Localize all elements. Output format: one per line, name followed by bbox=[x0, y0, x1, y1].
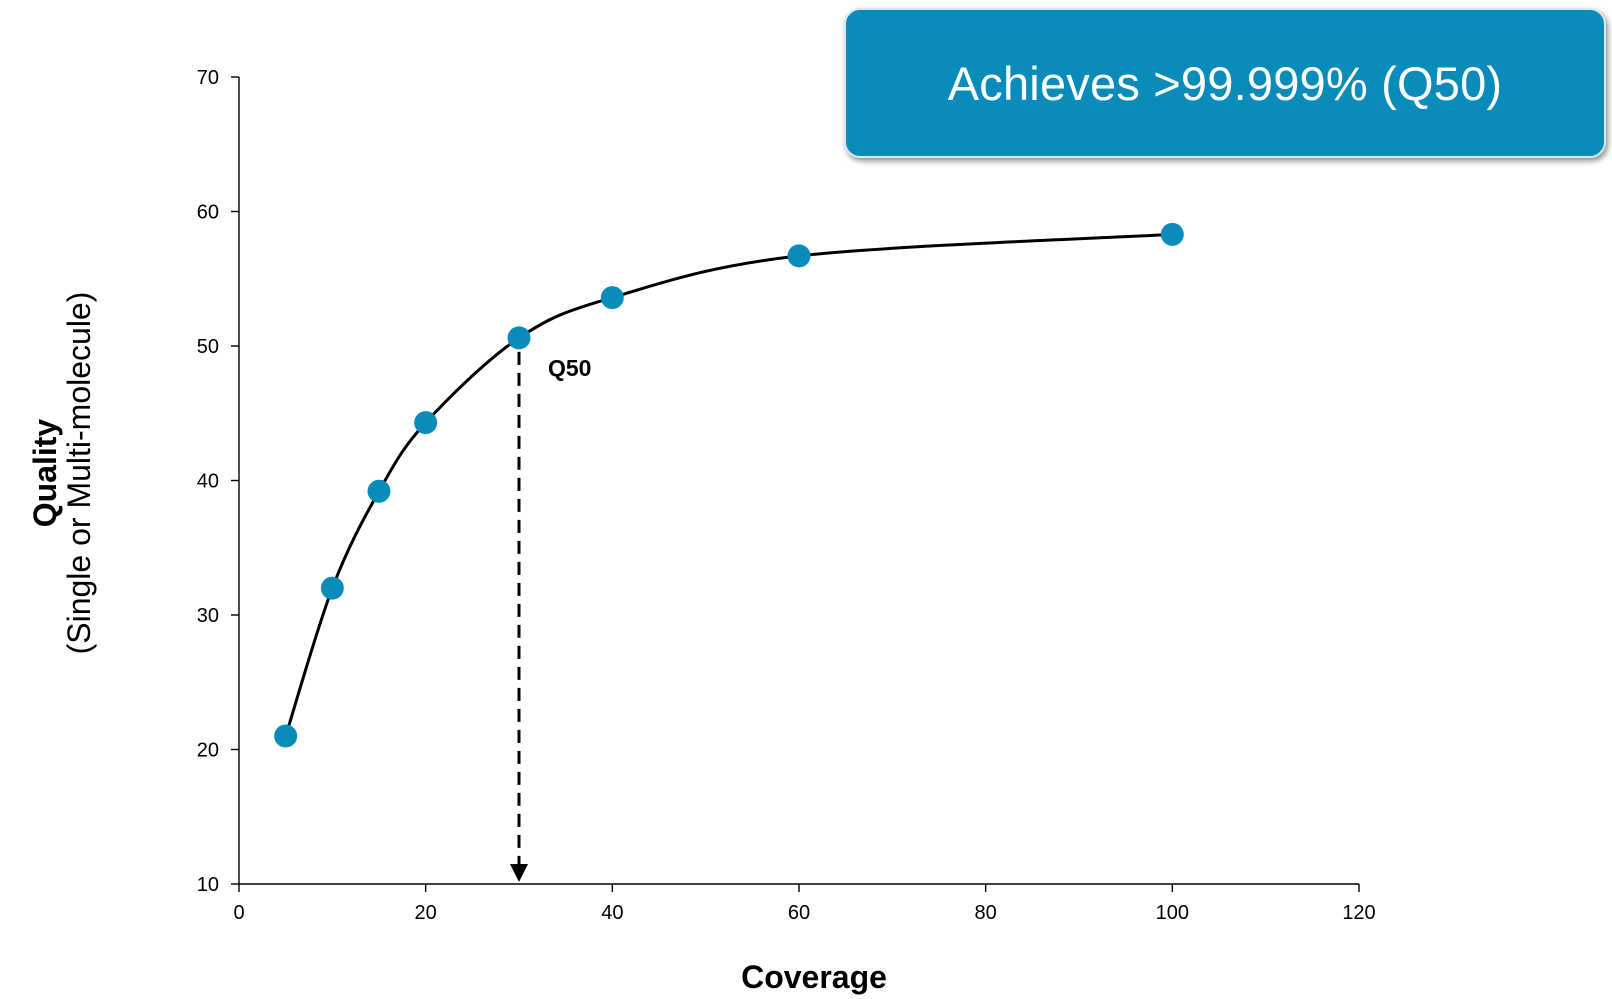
y-axis-title-group: Quality (Single or Multi-molecule) bbox=[27, 292, 97, 655]
x-tick-label: 60 bbox=[788, 902, 810, 924]
data-point bbox=[600, 286, 624, 310]
y-axis-title: Quality bbox=[27, 419, 63, 528]
x-tick-label: 100 bbox=[1156, 902, 1189, 924]
x-tick-label: 40 bbox=[601, 902, 623, 924]
data-point bbox=[367, 479, 391, 503]
y-tick-label: 10 bbox=[197, 874, 219, 896]
data-point bbox=[414, 411, 438, 435]
data-point bbox=[1160, 222, 1184, 246]
y-tick-label: 20 bbox=[197, 740, 219, 762]
x-tick-label: 120 bbox=[1342, 902, 1375, 924]
y-tick-label: 40 bbox=[197, 471, 219, 493]
y-tick-label: 50 bbox=[197, 336, 219, 358]
axes bbox=[238, 77, 1359, 885]
q50-label: Q50 bbox=[548, 355, 591, 381]
callout-text: Achieves >99.999% (Q50) bbox=[947, 56, 1503, 110]
data-point bbox=[787, 244, 811, 268]
x-axis-title: Coverage bbox=[741, 959, 887, 995]
data-point bbox=[274, 724, 298, 748]
y-tick-label: 60 bbox=[197, 202, 219, 224]
x-tick-label: 20 bbox=[415, 902, 437, 924]
annotation-layer: Q50 bbox=[510, 351, 591, 882]
x-tick-label: 80 bbox=[975, 902, 997, 924]
y-tick-label: 30 bbox=[197, 605, 219, 627]
y-axis-subtitle: (Single or Multi-molecule) bbox=[61, 292, 97, 655]
series-line bbox=[284, 232, 1173, 737]
tick-marks: 0 20 40 60 80 100 120 10 20 30 40 50 60 70 bbox=[197, 67, 1376, 924]
data-points bbox=[274, 222, 1184, 748]
x-tick-label: 0 bbox=[233, 902, 244, 924]
callout-box: Achieves >99.999% (Q50) bbox=[844, 8, 1606, 158]
data-point bbox=[507, 326, 531, 350]
q50-arrowhead bbox=[510, 864, 528, 882]
y-tick-label: 70 bbox=[197, 67, 219, 89]
data-point bbox=[320, 576, 344, 600]
curve-layer bbox=[284, 232, 1173, 737]
